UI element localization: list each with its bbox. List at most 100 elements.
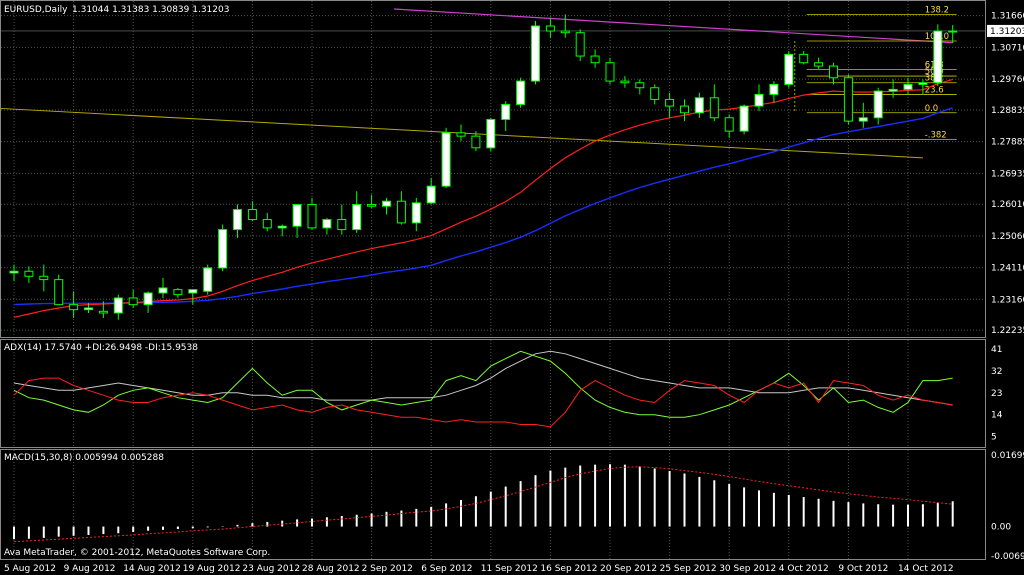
candle-body (933, 30, 943, 84)
candle-body (486, 118, 496, 149)
price-tick-label: 1.24110 (991, 264, 1024, 274)
candle-body (382, 200, 391, 207)
fib-level-label: -.382 (925, 130, 947, 140)
candle-body (501, 103, 511, 120)
trendlines[interactable] (0, 8, 953, 159)
candle-body (769, 83, 779, 95)
candle-body (262, 219, 272, 229)
candle-body (247, 209, 257, 221)
time-tick-label: 28 Aug 2012 (302, 564, 360, 574)
candle-body (188, 289, 198, 294)
time-tick-label: 16 Sep 2012 (540, 564, 597, 574)
time-tick-label: 4 Oct 2012 (779, 564, 829, 574)
candle-body (84, 307, 93, 311)
candle-body (888, 88, 898, 92)
macd-label: MACD(15,30,8) 0.005994 0.005288 (4, 453, 164, 463)
time-tick-label: 30 Sep 2012 (719, 564, 776, 574)
candle-body (724, 117, 734, 132)
time-tick-label: 5 Aug 2012 (4, 564, 56, 574)
price-tick-label: 1.26010 (991, 200, 1024, 210)
adx-plus-di-line (13, 350, 953, 418)
candle-body (709, 97, 719, 119)
candle-body (367, 204, 377, 207)
candle-body (903, 83, 913, 90)
time-tick-label: 11 Sep 2012 (481, 564, 538, 574)
macd-tick-label: -0.006960 (991, 552, 1024, 562)
adx-tick-label: 32 (991, 367, 1002, 377)
candle-body (113, 297, 123, 314)
candle-body (471, 135, 481, 149)
candle-body (814, 62, 824, 67)
candle-body (24, 270, 34, 277)
candle-body (665, 98, 675, 107)
time-tick-label: 9 Oct 2012 (838, 564, 888, 574)
candle-body (531, 25, 540, 82)
candle-body (754, 93, 764, 107)
candle-body (396, 200, 406, 224)
candle-body (784, 53, 794, 85)
price-tick-label: 1.26935 (991, 169, 1024, 179)
time-tick-label: 19 Aug 2012 (183, 564, 241, 574)
adx-minus-di-line (13, 377, 953, 428)
price-panel-frame (0, 0, 986, 338)
candle-body (516, 80, 526, 105)
candle-body (650, 87, 660, 100)
candle-body (307, 204, 317, 229)
candle-body (203, 267, 213, 292)
candle-body (545, 25, 555, 32)
time-tick-label: 25 Sep 2012 (660, 564, 717, 574)
adx-panel-frame (0, 339, 986, 448)
blue-moving-average (13, 107, 953, 306)
price-tick-label: 1.31660 (991, 12, 1024, 22)
fib-level-label: 0.0 (925, 104, 939, 114)
candle-body (218, 229, 228, 269)
macd-indicator: 0.016990 0.00 -0.006960 (13, 451, 1024, 562)
price-tick-label: 1.25060 (991, 232, 1024, 242)
macd-tick-label: 0.016990 (991, 451, 1024, 461)
candle-body (590, 55, 600, 64)
candle-body (173, 289, 183, 296)
candle-body (620, 80, 630, 84)
candle-body (39, 275, 49, 281)
price-tick-label: 1.29760 (991, 75, 1024, 85)
candle-body (233, 209, 242, 231)
candle-body (69, 304, 79, 311)
adx-tick-label: 41 (991, 345, 1002, 355)
candle-body (560, 30, 570, 34)
candle-body (948, 30, 958, 33)
macd-signal-line (13, 466, 953, 543)
candle-body (829, 65, 838, 79)
candle-body (337, 219, 347, 231)
fib-level-label: 138.2 (925, 5, 949, 15)
candle-body (799, 53, 809, 64)
candle-body (143, 292, 153, 306)
grid-lines (1, 1, 985, 559)
candle-body (575, 32, 585, 57)
moving-averages (13, 78, 953, 318)
copyright-label: Ava MetaTrader, © 2001-2012, MetaQuotes … (4, 548, 270, 558)
candle-body (858, 117, 868, 122)
candle-body (98, 310, 108, 314)
price-tick-label: 1.27885 (991, 138, 1024, 148)
candle-body (322, 219, 332, 229)
candle-body (680, 105, 689, 114)
candle-body (277, 225, 287, 229)
adx-tick-label: 23 (991, 389, 1002, 399)
fibonacci-levels[interactable]: 138.2100.061.850.038.223.60.0-.382 (794, 5, 957, 140)
symbol-label: EURUSD,Daily (4, 5, 68, 15)
candle-body (411, 202, 421, 224)
macd-panel-frame (0, 449, 986, 560)
candle-body (158, 287, 168, 294)
price-tick-label: 1.28835 (991, 106, 1024, 116)
candle-body (605, 62, 615, 82)
time-tick-label: 6 Sep 2012 (421, 564, 472, 574)
price-tick-label: 1.23160 (991, 295, 1024, 305)
time-axis: 5 Aug 2012 9 Aug 2012 14 Aug 2012 19 Aug 20… (4, 564, 954, 574)
candle-body (9, 270, 19, 274)
candle-body (694, 97, 704, 114)
candle-body (441, 132, 451, 187)
candlestick-series (9, 14, 958, 320)
adx-indicator: 41 32 23 14 5 (13, 345, 1003, 443)
